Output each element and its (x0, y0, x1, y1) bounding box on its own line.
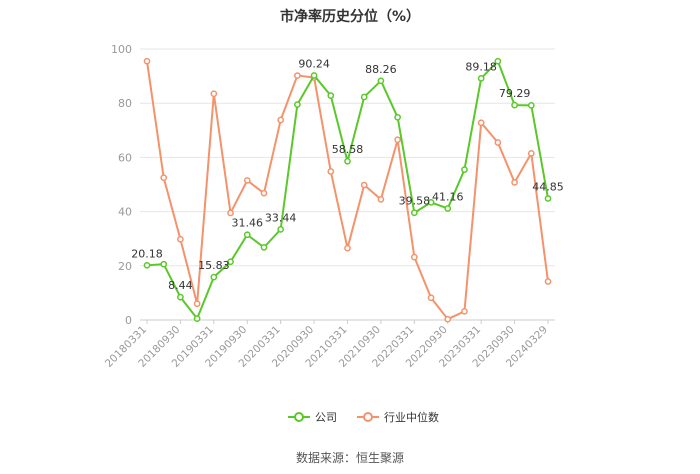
data-point (210, 90, 218, 98)
data-point (243, 231, 251, 239)
data-label: 31.46 (232, 217, 264, 230)
data-point (143, 57, 151, 65)
data-point (193, 300, 201, 308)
data-point (444, 315, 452, 323)
data-label: 44.85 (532, 180, 564, 193)
data-point (277, 116, 285, 124)
data-label: 89.18 (465, 60, 497, 73)
data-point (461, 307, 468, 315)
data-point (511, 101, 518, 109)
series-line-1 (146, 61, 549, 321)
data-label: 58.58 (332, 143, 364, 156)
data-point (294, 72, 301, 79)
data-point (227, 209, 234, 217)
data-point (377, 77, 385, 85)
data-point (427, 294, 435, 302)
y-tick-label: 100 (111, 43, 132, 56)
data-point (327, 168, 335, 175)
data-point (160, 174, 168, 182)
y-tick-label: 40 (118, 206, 132, 219)
data-label: 39.58 (399, 195, 431, 208)
data-label: 33.44 (265, 211, 297, 224)
y-tick-label: 0 (125, 314, 132, 327)
legend-label-0: 公司 (315, 411, 337, 424)
data-point (177, 293, 184, 301)
data-point (461, 166, 468, 173)
data-point (544, 278, 552, 285)
data-point (444, 205, 452, 212)
data-point (277, 226, 285, 233)
chart-title: 市净率历史分位（%） (279, 9, 421, 25)
data-point (394, 113, 401, 121)
data-label: 8.44 (168, 279, 193, 292)
data-point (260, 189, 268, 197)
data-label: 20.18 (131, 247, 163, 260)
data-point (143, 261, 151, 269)
data-point (477, 74, 485, 82)
data-label: 79.29 (499, 87, 531, 100)
data-point (527, 149, 535, 157)
data-point (477, 119, 485, 127)
data-point (410, 253, 418, 261)
data-point (360, 181, 368, 189)
data-point (527, 102, 535, 109)
data-point (544, 195, 552, 202)
data-label: 88.26 (365, 63, 397, 76)
legend-marker-0 (294, 412, 304, 422)
y-tick-label: 80 (118, 97, 132, 110)
data-point (227, 258, 234, 266)
data-point (360, 93, 368, 101)
data-point (511, 178, 518, 186)
data-point (177, 235, 184, 243)
data-point (377, 196, 385, 203)
data-point (243, 177, 251, 184)
data-point (310, 72, 318, 79)
data-label: 41.16 (432, 190, 464, 203)
data-point (294, 101, 301, 108)
data-point (193, 315, 201, 322)
data-point (210, 273, 218, 281)
data-point (344, 157, 351, 165)
data-point (410, 209, 418, 217)
data-point (160, 260, 168, 268)
data-point (427, 199, 435, 206)
data-point (494, 139, 502, 146)
data-point (327, 92, 335, 99)
legend-label-1: 行业中位数 (384, 410, 439, 424)
data-point (260, 244, 268, 251)
data-label: 15.83 (198, 259, 230, 272)
y-tick-label: 60 (118, 151, 132, 164)
data-point (394, 136, 401, 144)
legend-marker-1 (363, 412, 373, 422)
data-point (344, 244, 351, 252)
data-point (494, 57, 502, 65)
y-tick-label: 20 (118, 260, 132, 273)
data-label: 90.24 (298, 57, 330, 70)
data-source: 数据来源：恒生聚源 (295, 451, 404, 465)
